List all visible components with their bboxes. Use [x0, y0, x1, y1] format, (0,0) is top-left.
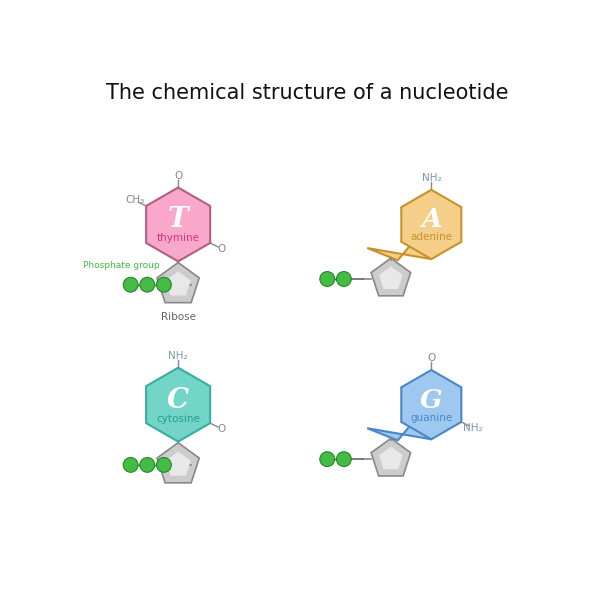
Polygon shape — [166, 271, 191, 295]
Circle shape — [337, 452, 351, 467]
Text: NH₂: NH₂ — [422, 173, 441, 183]
Polygon shape — [379, 446, 403, 469]
Circle shape — [140, 277, 155, 292]
Circle shape — [123, 457, 138, 472]
Text: NH₂: NH₂ — [463, 423, 482, 433]
Polygon shape — [157, 263, 199, 302]
Circle shape — [320, 272, 335, 286]
Text: NH₂: NH₂ — [169, 351, 188, 361]
Polygon shape — [371, 439, 410, 476]
Polygon shape — [146, 187, 210, 262]
Text: O: O — [174, 171, 182, 181]
Polygon shape — [401, 190, 461, 259]
Text: A: A — [421, 208, 442, 232]
Polygon shape — [371, 258, 410, 296]
Text: adenine: adenine — [410, 232, 452, 242]
Polygon shape — [401, 370, 461, 439]
Polygon shape — [367, 207, 431, 260]
Text: T: T — [168, 206, 188, 233]
Circle shape — [320, 452, 335, 467]
Text: O: O — [218, 244, 226, 254]
Text: Phosphate group: Phosphate group — [83, 261, 159, 270]
Text: cytosine: cytosine — [156, 413, 200, 424]
Text: Ribose: Ribose — [161, 313, 196, 322]
Polygon shape — [379, 266, 403, 289]
Text: The chemical structure of a nucleotide: The chemical structure of a nucleotide — [106, 83, 509, 103]
Text: G: G — [420, 388, 443, 413]
Circle shape — [140, 457, 155, 472]
Text: thymine: thymine — [157, 233, 200, 244]
Polygon shape — [166, 452, 191, 476]
Circle shape — [157, 457, 172, 472]
Circle shape — [157, 277, 172, 292]
Polygon shape — [146, 368, 210, 442]
Text: C: C — [167, 386, 189, 413]
Text: O: O — [427, 353, 436, 364]
Text: O: O — [218, 424, 226, 434]
Polygon shape — [367, 388, 431, 440]
Polygon shape — [157, 443, 199, 483]
Text: CH₃: CH₃ — [125, 195, 144, 205]
Text: guanine: guanine — [410, 413, 452, 422]
Circle shape — [337, 272, 351, 286]
Circle shape — [123, 277, 138, 292]
